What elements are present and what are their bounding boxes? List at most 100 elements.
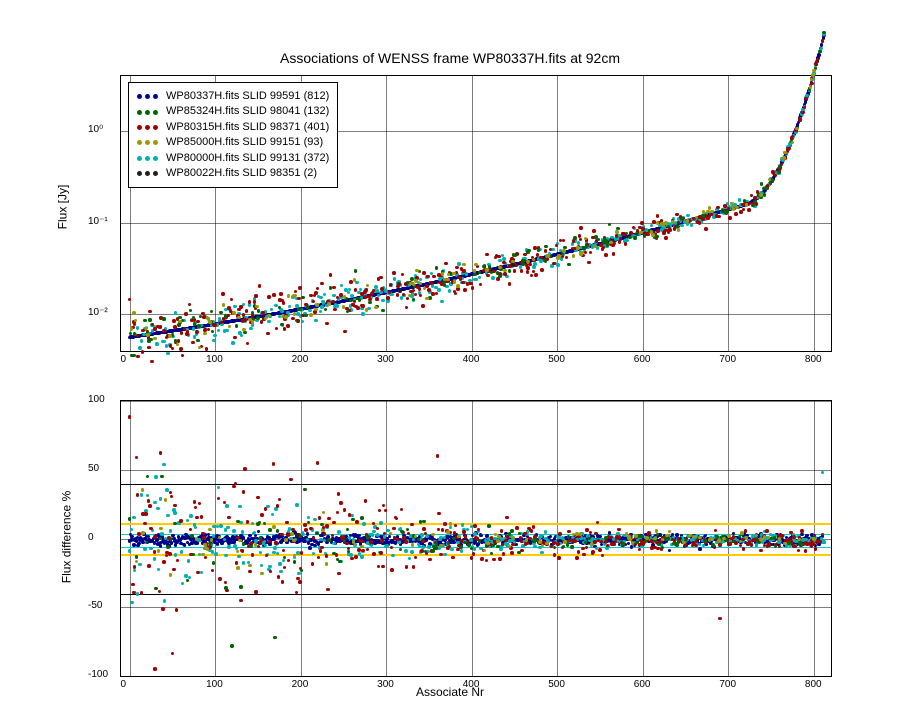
data-point bbox=[200, 515, 204, 519]
data-point bbox=[618, 240, 622, 244]
data-point bbox=[198, 502, 202, 506]
data-point bbox=[680, 217, 684, 221]
x-tick-label: 400 bbox=[463, 679, 480, 690]
data-point bbox=[439, 553, 443, 557]
data-point bbox=[338, 560, 342, 564]
data-point bbox=[153, 667, 157, 671]
data-point bbox=[818, 50, 822, 54]
data-point bbox=[314, 308, 318, 312]
legend-label: WP85324H.fits SLID 98041 (132) bbox=[166, 104, 329, 119]
data-point bbox=[359, 288, 363, 292]
data-point bbox=[602, 246, 606, 250]
data-point bbox=[162, 463, 166, 467]
data-point bbox=[163, 340, 167, 344]
data-point bbox=[533, 545, 537, 549]
data-point bbox=[557, 254, 561, 258]
data-point bbox=[389, 283, 393, 287]
data-point bbox=[553, 553, 557, 557]
x-tick-label: 500 bbox=[548, 679, 565, 690]
data-point bbox=[435, 266, 439, 270]
x-tick-label: 300 bbox=[377, 679, 394, 690]
data-point bbox=[763, 535, 767, 539]
legend-dot-icon bbox=[137, 156, 142, 161]
data-point bbox=[282, 549, 286, 553]
data-point bbox=[661, 546, 665, 550]
data-point bbox=[279, 570, 283, 574]
data-point bbox=[619, 237, 623, 241]
data-point bbox=[316, 461, 320, 465]
data-point bbox=[732, 535, 736, 539]
legend-dot-icon bbox=[137, 94, 142, 99]
data-point bbox=[248, 300, 252, 304]
flux-diff-panel bbox=[120, 400, 832, 677]
data-point bbox=[140, 339, 144, 343]
data-point bbox=[136, 334, 140, 338]
data-point bbox=[188, 303, 192, 307]
data-point bbox=[399, 548, 403, 552]
data-point bbox=[454, 524, 458, 528]
data-point bbox=[585, 546, 589, 550]
data-point bbox=[544, 260, 548, 264]
data-point bbox=[686, 214, 690, 218]
data-point bbox=[205, 347, 209, 351]
data-point bbox=[502, 261, 506, 265]
data-point bbox=[360, 516, 364, 520]
data-point bbox=[241, 549, 245, 553]
data-point bbox=[821, 39, 825, 43]
data-point bbox=[203, 332, 207, 336]
data-point bbox=[800, 529, 804, 533]
data-point bbox=[558, 532, 562, 536]
data-point bbox=[173, 325, 177, 329]
data-point bbox=[580, 251, 584, 255]
data-point bbox=[154, 475, 158, 479]
data-point bbox=[325, 562, 329, 566]
data-point bbox=[208, 542, 212, 546]
data-point bbox=[277, 575, 281, 579]
data-point bbox=[570, 545, 574, 549]
data-point bbox=[615, 230, 619, 234]
data-point bbox=[552, 262, 556, 266]
data-point bbox=[398, 289, 402, 293]
data-point bbox=[135, 456, 139, 460]
data-point bbox=[360, 545, 364, 549]
data-point bbox=[274, 541, 278, 545]
data-point bbox=[161, 607, 165, 611]
data-point bbox=[735, 206, 739, 210]
data-point bbox=[474, 263, 478, 267]
data-point bbox=[348, 288, 352, 292]
data-point bbox=[308, 309, 312, 313]
data-point bbox=[343, 295, 347, 299]
data-point bbox=[556, 263, 560, 267]
data-point bbox=[353, 278, 357, 282]
data-point bbox=[544, 530, 548, 534]
data-point bbox=[579, 226, 583, 230]
data-point bbox=[492, 558, 496, 562]
data-point bbox=[718, 543, 722, 547]
data-point bbox=[162, 560, 166, 564]
data-point bbox=[427, 545, 431, 549]
data-point bbox=[485, 268, 489, 272]
data-point bbox=[130, 528, 134, 532]
data-point bbox=[268, 528, 272, 532]
data-point bbox=[390, 546, 394, 550]
data-point bbox=[480, 557, 484, 561]
data-point bbox=[704, 227, 708, 231]
data-point bbox=[742, 208, 746, 212]
data-point bbox=[514, 254, 518, 258]
data-point bbox=[530, 274, 534, 278]
data-point bbox=[822, 31, 826, 35]
data-point bbox=[132, 354, 136, 358]
data-point bbox=[333, 308, 337, 312]
data-point bbox=[128, 298, 132, 302]
data-point bbox=[405, 306, 409, 310]
data-point bbox=[336, 511, 340, 515]
gridline bbox=[472, 76, 473, 351]
data-point bbox=[478, 276, 482, 280]
data-point bbox=[128, 517, 132, 521]
data-point bbox=[573, 539, 577, 543]
data-point bbox=[179, 519, 183, 523]
data-point bbox=[422, 527, 426, 531]
data-point bbox=[419, 278, 423, 282]
data-point bbox=[567, 530, 571, 534]
data-point bbox=[176, 559, 180, 563]
